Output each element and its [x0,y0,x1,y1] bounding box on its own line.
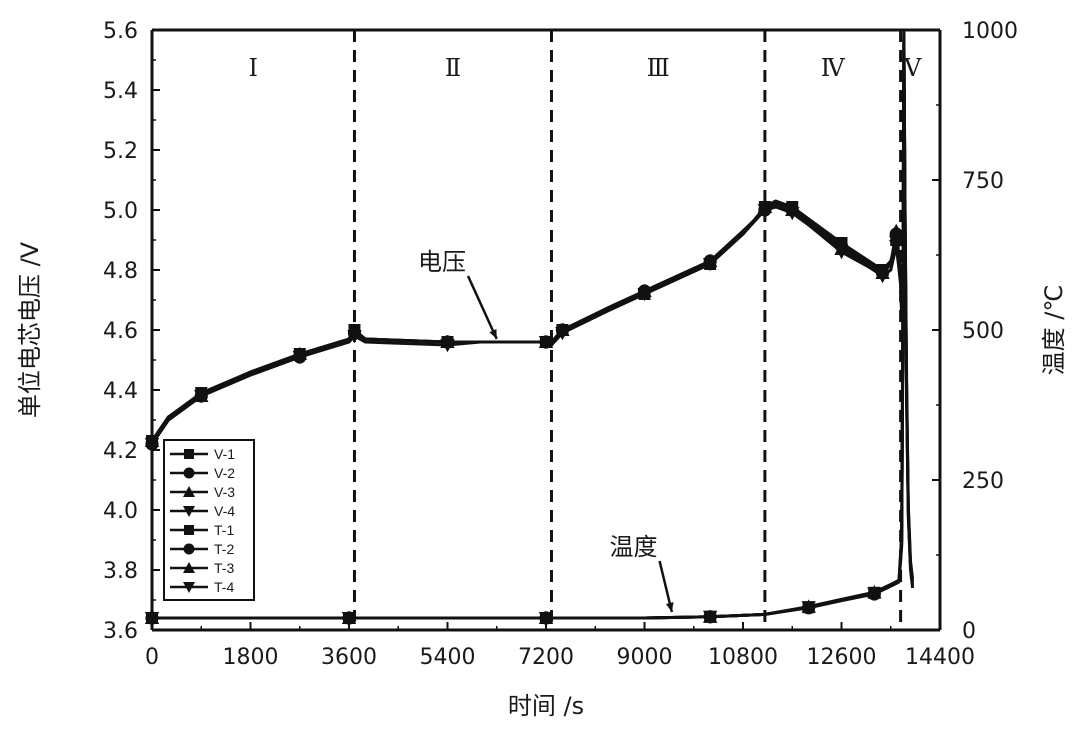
legend-label: T-4 [214,579,234,595]
series-line-T-2 [152,34,915,620]
y-left-tick-label: 5.4 [103,79,138,104]
data-point-V-4 [702,258,718,272]
region-label: Ⅱ [445,54,461,82]
legend-marker [183,467,195,479]
data-point-V-4 [292,351,307,365]
y-left-tick-label: 4.6 [103,319,138,344]
y-left-tick-label: 4.4 [103,379,138,404]
x-tick-label: 1800 [223,645,279,670]
series-lines [150,28,915,620]
series-line-V-1 [150,199,904,442]
legend: V-1 V-2 V-3 V-4 T-1 T-2 T-3 T-4 [163,439,255,601]
plot-frame [150,28,942,632]
data-point-T-4 [341,612,357,626]
y-left-tick-label: 4.0 [103,499,138,524]
region-label: Ⅰ [248,54,257,82]
region-labels: Ⅰ Ⅱ Ⅲ Ⅳ Ⅴ [248,54,921,82]
series-line-T-1 [152,28,915,620]
data-point-V-4 [834,246,849,260]
y-left-tick-label: 3.6 [103,619,138,644]
annotation-text: 温度 [610,533,658,561]
legend-marker [184,449,194,459]
data-point-T-4 [538,612,554,626]
x-tick-label: 0 [145,645,159,670]
data-point-T-4 [867,587,882,601]
series-line-V-2 [150,202,904,445]
y-left-tick-label: 5.6 [103,19,138,44]
data-point-V-4 [538,336,554,350]
data-point-T-4 [702,610,718,624]
x-tick-label: 5400 [420,645,476,670]
x-tick-label: 7200 [518,645,574,670]
legend-box [163,439,255,601]
region-label: Ⅲ [647,54,670,82]
data-point-V-4 [194,390,209,404]
series-line-V-3 [150,202,904,442]
series-markers [144,199,904,626]
legend-marker [183,562,195,573]
data-point-V-4 [440,339,455,353]
ticks [151,29,941,631]
series-line-T-4 [152,37,915,620]
tick-labels: 0 1800 3600 5400 7200 9000 10800 12600 14400 3.6 3… [103,19,1018,670]
series-line-T-3 [152,31,915,620]
y-right-tick-label: 500 [962,319,1004,344]
annotation-arrowhead [665,602,674,612]
legend-label: V-4 [214,503,235,519]
data-point-T-4 [801,601,816,615]
legend-marker [183,543,195,555]
x-tick-label: 3600 [321,645,377,670]
x-axis-title: 时间 /s [508,692,584,720]
series-line-V-4 [150,205,904,445]
data-point-T-4 [144,612,160,626]
x-tick-label: 14400 [905,645,975,670]
y-left-tick-label: 4.2 [103,439,138,464]
x-tick-label: 12600 [807,645,877,670]
legend-label: T-2 [214,541,234,557]
region-label: Ⅳ [821,54,846,82]
y-left-tick-label: 4.8 [103,259,138,284]
data-point-V-3 [889,223,904,237]
y-left-tick-label: 5.0 [103,199,138,224]
y-left-tick-label: 3.8 [103,559,138,584]
annotation-text: 电压 [418,248,466,276]
legend-marker [184,525,194,535]
legend-marker [183,486,195,497]
data-point-V-4 [875,270,890,284]
y-right-tick-label: 250 [962,469,1004,494]
data-point-V-4 [757,204,773,218]
region-label: Ⅴ [903,54,922,82]
legend-label: T-1 [214,522,234,538]
legend-marker [183,506,195,517]
legend-marker [183,582,195,593]
x-tick-label: 10800 [708,645,778,670]
annotation-arrowhead [489,329,497,339]
legend-label: T-3 [214,560,234,576]
data-point-V-4 [785,207,800,221]
data-point-V-4 [555,327,570,341]
y-left-tick-label: 5.2 [103,139,138,164]
y-right-tick-label: 750 [962,169,1004,194]
data-point-V-4 [347,330,362,344]
annotation-arrow [466,275,498,340]
y-right-tick-label: 1000 [962,19,1018,44]
data-point-V-4 [637,288,652,302]
y-axis-title-left: 单位电芯电压 /V [16,241,44,418]
legend-label: V-2 [214,465,235,481]
data-point-V-4 [889,240,904,254]
legend-label: V-3 [214,484,235,500]
y-axis-title-right: 温度 /℃ [1040,285,1068,376]
x-tick-label: 9000 [617,645,673,670]
y-right-tick-label: 0 [962,619,976,644]
legend-label: V-1 [214,446,235,462]
data-point-V-4 [144,438,160,452]
